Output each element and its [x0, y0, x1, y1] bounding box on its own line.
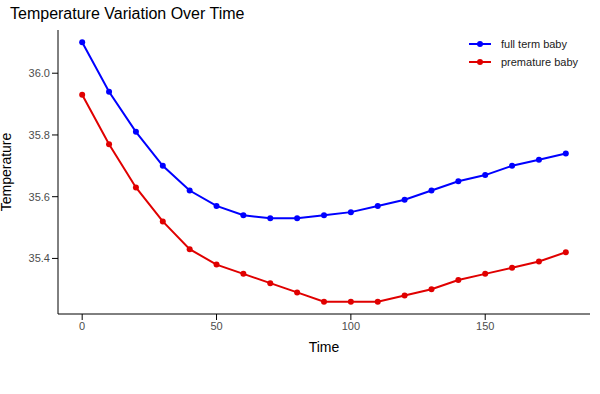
svg-text:Time: Time	[309, 339, 340, 355]
svg-text:35.8: 35.8	[29, 129, 50, 141]
svg-text:50: 50	[210, 320, 222, 332]
html-text:full term baby: full term baby	[501, 38, 567, 50]
svg-text:Temperature: Temperature	[0, 132, 14, 211]
svg-text:100: 100	[342, 320, 360, 332]
svg-text:150: 150	[476, 320, 494, 332]
svg-text:35.4: 35.4	[29, 252, 50, 264]
svg-text:35.6: 35.6	[29, 191, 50, 203]
html-text:premature baby: premature baby	[501, 56, 578, 68]
svg-text:36.0: 36.0	[29, 67, 50, 79]
html-text:Temperature Variation Over Tim: Temperature Variation Over Time	[10, 5, 245, 22]
svg-text:0: 0	[79, 320, 85, 332]
